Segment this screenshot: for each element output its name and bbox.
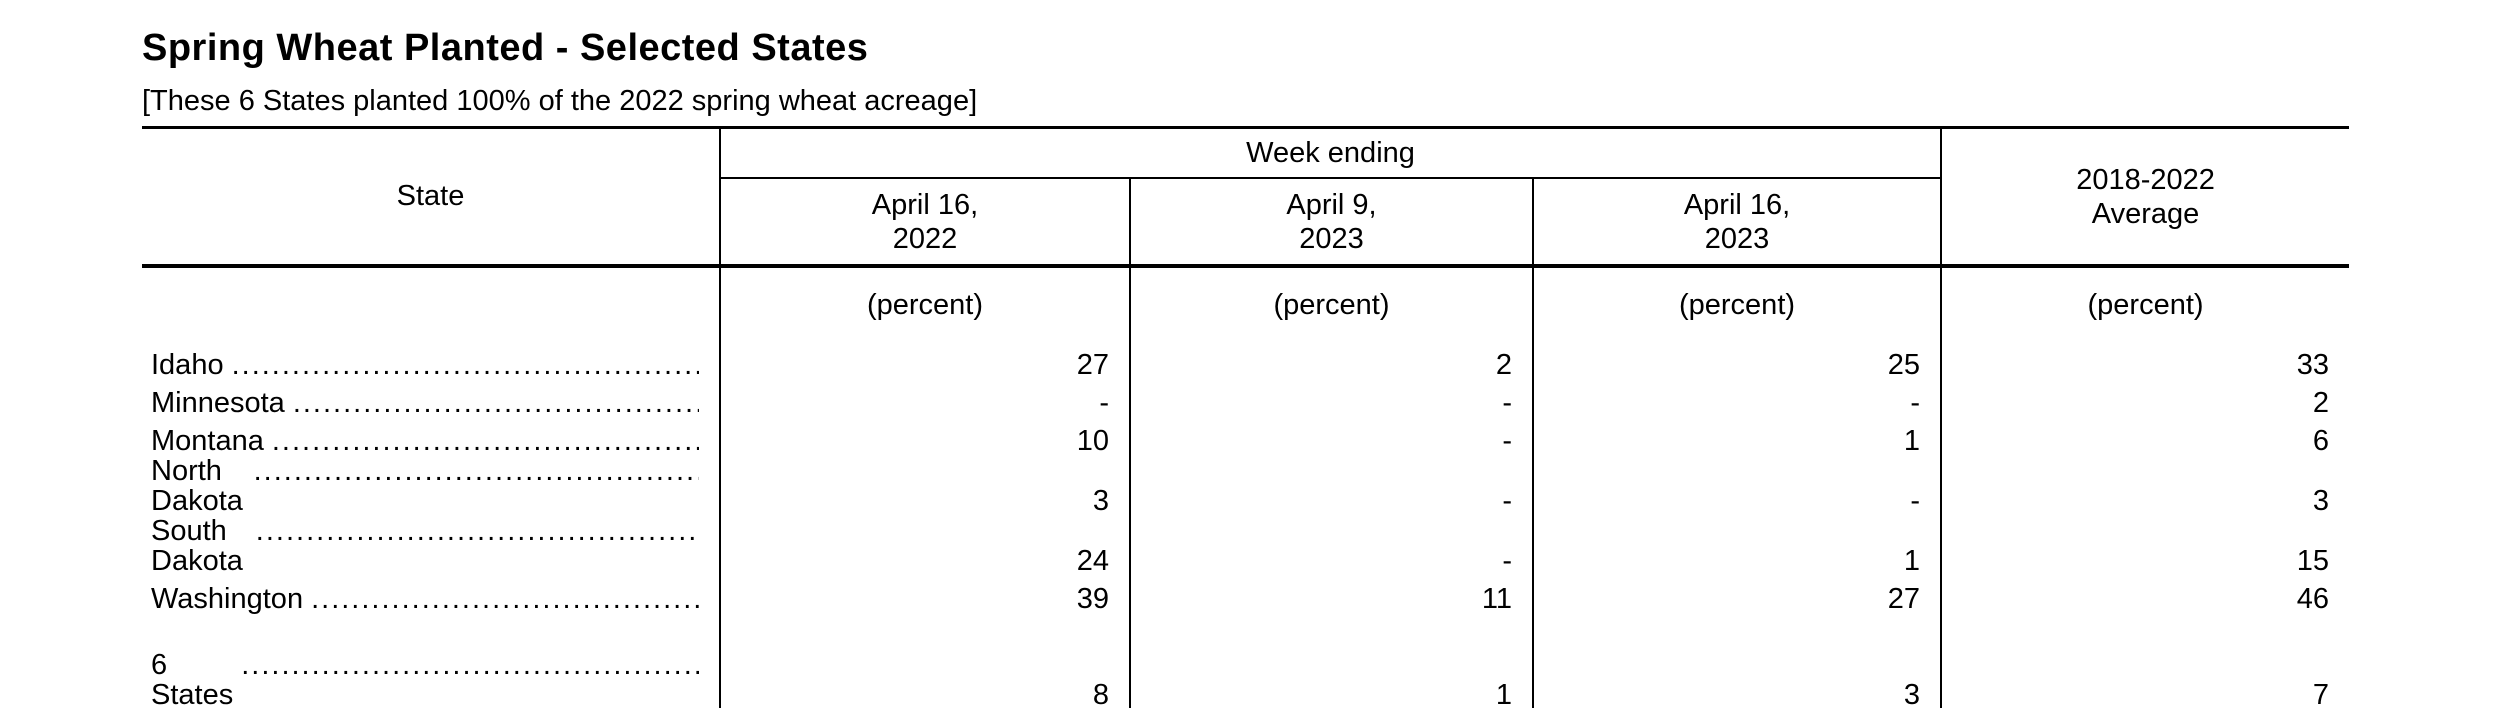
header-row-dates: April 16, 2022 April 9, 2023 April 16, 2… [142, 178, 2349, 266]
dot-leader: ........................................… [253, 456, 699, 486]
value-cell: 10 [720, 418, 1131, 456]
date-line1: April 16, [1683, 188, 1791, 221]
page-subtitle: [These 6 States planted 100% of the 2022… [142, 85, 978, 117]
units-state-cell [142, 264, 721, 342]
state-label-cell: Washington .............................… [142, 576, 721, 614]
value-cell: 8 [720, 650, 1131, 708]
value-cell: 1 [1130, 650, 1534, 708]
state-label-cell: Idaho ..................................… [142, 342, 721, 380]
state-label: North Dakota [151, 456, 243, 516]
week-ending-header: Week ending [720, 127, 1943, 179]
value-cell: - [1533, 456, 1943, 516]
value-cell: 7 [2312, 679, 2330, 708]
state-label-cell: Montana ................................… [142, 418, 721, 456]
value-cell: 1 [1533, 516, 1943, 576]
value-cell: 27 [720, 342, 1131, 380]
date-line1: April 16, [871, 188, 979, 221]
value-cell: 25 [1533, 342, 1943, 380]
average-column-header: 2018-2022 Average [1941, 128, 2349, 267]
spacer-row [142, 614, 2349, 650]
dot-leader: ........................................… [271, 426, 699, 456]
date-line2: 2023 [1704, 222, 1770, 255]
average-header-line1: 2018-2022 [2076, 163, 2215, 196]
value-cell: - [1130, 418, 1534, 456]
value-cell: 33 [2296, 349, 2330, 380]
date-line2: 2022 [892, 222, 958, 255]
table-row-montana: Montana ................................… [142, 418, 2349, 456]
value-cell: 46 [2296, 583, 2330, 614]
col-header-april-16-2023: April 16, 2023 [1533, 178, 1943, 266]
value-cell: 39 [720, 576, 1131, 614]
table-row-minnesota: Minnesota ..............................… [142, 380, 2349, 418]
state-label-cell: South Dakota ...........................… [142, 516, 721, 576]
value-cell: 2 [2312, 387, 2330, 418]
value-cell: - [720, 380, 1131, 418]
unit-label: (percent) [1533, 264, 1943, 342]
units-row: (percent) (percent) (percent) (percent) [142, 264, 2350, 342]
col-header-april-16-2022: April 16, 2022 [720, 178, 1131, 266]
state-label: Idaho [151, 349, 224, 380]
state-label: Montana [151, 425, 264, 456]
dot-leader: ........................................… [241, 650, 699, 680]
table-row-idaho: Idaho ..................................… [142, 342, 2349, 380]
value-cell: - [1130, 380, 1534, 418]
dot-leader: ........................................… [255, 516, 699, 546]
dot-leader: ........................................… [231, 350, 699, 380]
value-cell: 2 [1130, 342, 1534, 380]
value-cell: 6 [2312, 425, 2330, 456]
value-cell: 3 [720, 456, 1131, 516]
total-label: 6 States [151, 650, 234, 708]
unit-label: (percent) [720, 264, 1131, 342]
value-cell: - [1130, 456, 1534, 516]
col-header-april-9-2023: April 9, 2023 [1130, 178, 1534, 266]
value-cell: 24 [720, 516, 1131, 576]
date-line1: April 9, [1286, 188, 1377, 221]
value-cell: 3 [2312, 485, 2330, 516]
page-title: Spring Wheat Planted - Selected States [142, 27, 869, 69]
state-label-cell: Minnesota ..............................… [142, 380, 721, 418]
table-row-washington: Washington .............................… [142, 576, 2349, 614]
dot-leader: ........................................… [311, 584, 699, 614]
state-column-header: State [142, 127, 721, 266]
value-cell: 1 [1533, 418, 1943, 456]
spring-wheat-planted-table: State Week ending 2018-2022 Average Apri… [142, 126, 2350, 708]
value-cell: - [1533, 380, 1943, 418]
table-row-6-states-total: 6 States ...............................… [142, 650, 2349, 708]
unit-label: (percent) [1130, 264, 1534, 342]
value-cell: - [1130, 516, 1534, 576]
state-label: Minnesota [151, 387, 285, 418]
state-label: Washington [151, 583, 304, 614]
dot-leader: ........................................… [292, 388, 699, 418]
value-cell: 27 [1533, 576, 1943, 614]
state-label-cell: North Dakota ...........................… [142, 456, 721, 516]
table-row-south-dakota: South Dakota ...........................… [142, 516, 2349, 576]
average-header-line2: Average [2091, 197, 2200, 230]
value-cell: 15 [2296, 545, 2330, 576]
table-row-north-dakota: North Dakota ...........................… [142, 456, 2349, 516]
value-cell: 11 [1130, 576, 1534, 614]
state-label: South Dakota [151, 516, 243, 576]
value-cell: 3 [1533, 650, 1943, 708]
date-line2: 2023 [1299, 222, 1364, 255]
unit-label: (percent) [1941, 264, 2350, 342]
state-label-cell: 6 States ...............................… [142, 650, 721, 708]
header-row-group: State Week ending 2018-2022 Average [142, 127, 2349, 266]
